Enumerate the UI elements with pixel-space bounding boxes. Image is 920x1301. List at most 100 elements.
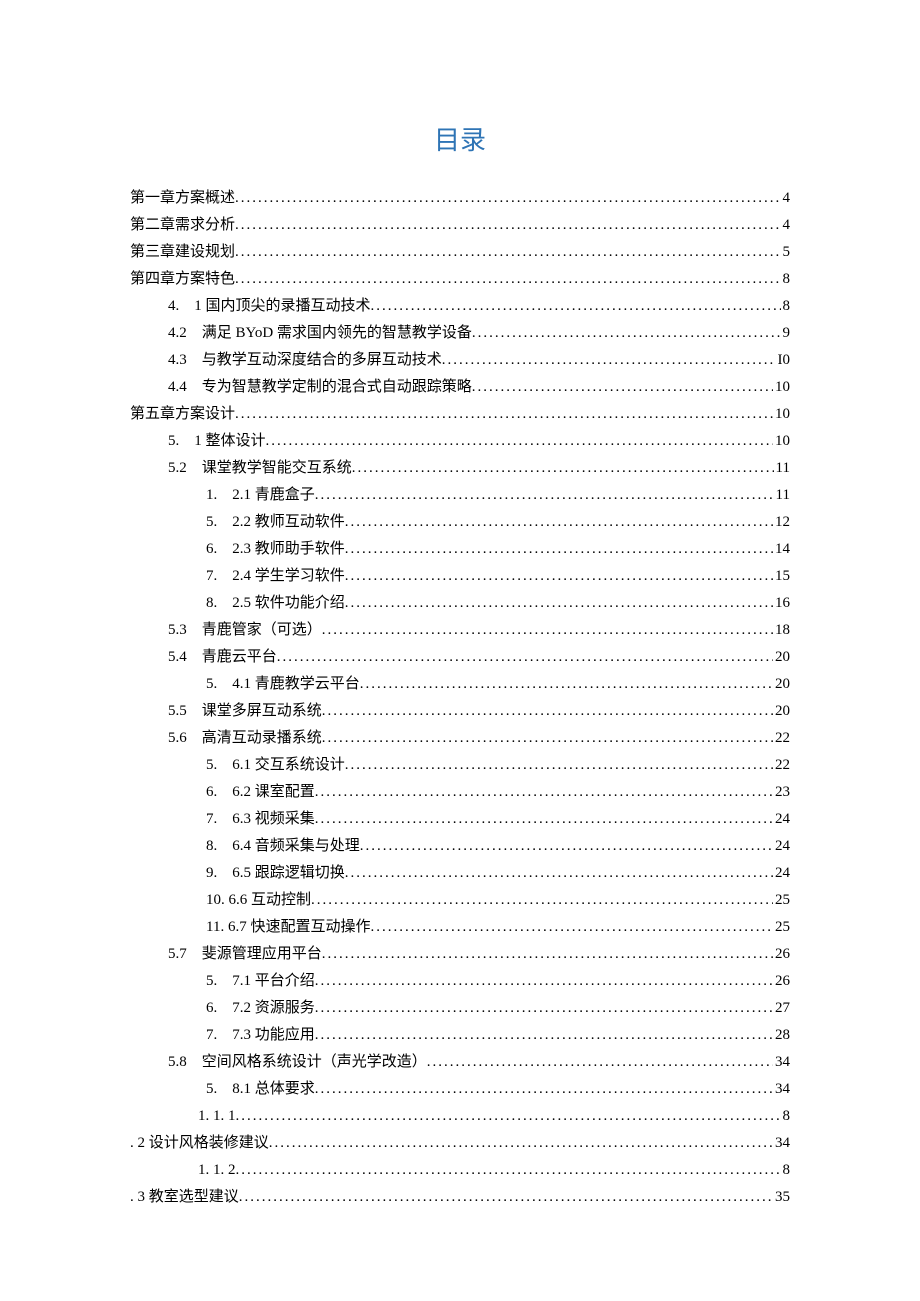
toc-entry-text: 5.3 青鹿管家（可选） [168,617,322,644]
toc-entry: 7. 6.3 视频采集 24 [130,806,790,833]
toc-leader-dots [322,941,773,968]
toc-leader-dots [345,590,773,617]
toc-entry: 8. 6.4 音频采集与处理 24 [130,833,790,860]
toc-leader-dots [269,1130,773,1157]
toc-entry: 5.3 青鹿管家（可选） 18 [130,617,790,644]
toc-entry-page: 26 [773,968,790,995]
toc-entry: 11. 6.7 快速配置互动操作 25 [130,914,790,941]
toc-entry-page: 5 [781,239,791,266]
toc-entry-text: 5.6 高清互动录播系统 [168,725,322,752]
toc-entry-text: . 3 教室选型建议 [130,1184,239,1211]
toc-entry-page: 8 [781,1157,791,1184]
toc-entry-page: 24 [773,860,790,887]
toc-leader-dots [239,1184,773,1211]
toc-entry: . 3 教室选型建议35 [130,1184,790,1211]
toc-leader-dots [322,698,773,725]
page-container: 目录 第一章方案概述 4第二章需求分析 4第三章建设规划 5第四章方案特色 84… [0,120,920,1211]
toc-entry-page: 34 [773,1130,790,1157]
toc-entry: 6. 6.2 课室配置 23 [130,779,790,806]
toc-entry: . 2 设计风格装修建议 34 [130,1130,790,1157]
toc-entry: 1. 2.1 青鹿盒子 11 [130,482,790,509]
toc-entry-text: 4. 1 国内顶尖的录播互动技术 [168,293,371,320]
toc-entry-page: 24 [773,833,790,860]
toc-entry-page: 8 [781,1103,791,1130]
toc-leader-dots [370,914,773,941]
toc-entry-page: 10 [773,401,790,428]
toc-leader-dots [235,401,773,428]
toc-leader-dots [277,644,773,671]
toc-entry: 4.4 专为智慧教学定制的混合式自动跟踪策略 10 [130,374,790,401]
toc-entry-text: 4.4 专为智慧教学定制的混合式自动跟踪策略 [168,374,472,401]
toc-leader-dots [315,482,774,509]
toc-entry-text: 5. 1 整体设计 [168,428,266,455]
toc-entry: 5.6 高清互动录播系统 22 [130,725,790,752]
toc-leader-dots [235,239,780,266]
toc-entry-text: 5.5 课堂多屏互动系统 [168,698,322,725]
toc-entry: 6. 2.3 教师助手软件 14 [130,536,790,563]
toc-entry-page: 26 [773,941,790,968]
toc-leader-dots [345,536,773,563]
toc-entry: 9. 6.5 跟踪逻辑切换 24 [130,860,790,887]
toc-entry-page: 4 [781,212,791,239]
toc-entry-page: 20 [773,698,790,725]
toc-leader-dots [345,860,773,887]
toc-entry: 7. 7.3 功能应用 28 [130,1022,790,1049]
toc-entry-page: 18 [773,617,790,644]
toc-leader-dots [345,563,773,590]
toc-leader-dots [236,1157,781,1184]
toc-entry-page: 11 [774,455,790,482]
toc-entry-text: 5.2 课堂教学智能交互系统 [168,455,352,482]
toc-entry-page: I0 [776,347,791,374]
toc-entry-page: 16 [773,590,790,617]
toc-entry-text: 10. 6.6 互动控制 [206,887,311,914]
toc-entry-text: 5. 7.1 平台介绍 [206,968,315,995]
toc-entry-page: 20 [773,644,790,671]
toc-entry: 5.4 青鹿云平台 20 [130,644,790,671]
toc-entry-text: 6. 2.3 教师助手软件 [206,536,345,563]
toc-entry-text: 第五章方案设计 [130,401,235,428]
toc-leader-dots [322,725,773,752]
toc-entry-text: 第二章需求分析 [130,212,235,239]
toc-leader-dots [352,455,774,482]
toc-leader-dots [472,320,781,347]
toc-entry: 7. 2.4 学生学习软件 15 [130,563,790,590]
toc-leader-dots [315,1076,773,1103]
toc-leader-dots [315,779,773,806]
toc-entry-text: 5. 6.1 交互系统设计 [206,752,345,779]
toc-entry-page: 20 [773,671,790,698]
toc-entry-page: 12 [773,509,790,536]
toc-entry-page: 22 [773,752,790,779]
toc-leader-dots [235,266,780,293]
toc-entry: 第二章需求分析 4 [130,212,790,239]
toc-entry-page: 15 [773,563,790,590]
toc-entry-page: 4 [781,185,791,212]
toc-entry-text: 5. 8.1 总体要求 [206,1076,315,1103]
toc-entry: 4. 1 国内顶尖的录播互动技术 8 [130,293,790,320]
toc-leader-dots [315,968,773,995]
toc-entry-text: 7. 2.4 学生学习软件 [206,563,345,590]
toc-entry-page: 8 [781,293,791,320]
toc-leader-dots [442,347,776,374]
toc-entry-text: 11. 6.7 快速配置互动操作 [206,914,370,941]
toc-entry-page: 25 [773,914,790,941]
toc-entry-text: 第一章方案概述 [130,185,235,212]
toc-entry-page: 10 [773,374,790,401]
toc-entry: 5. 6.1 交互系统设计 22 [130,752,790,779]
toc-entry-text: 第三章建设规划 [130,239,235,266]
toc-entry: 第五章方案设计 10 [130,401,790,428]
toc-entry-text: . 2 设计风格装修建议 [130,1130,269,1157]
toc-entry: 1. 1. 18 [130,1103,790,1130]
toc-entry-page: 22 [773,725,790,752]
toc-entry-page: 34 [773,1076,790,1103]
toc-entry-page: 34 [773,1049,790,1076]
toc-entry-text: 5.4 青鹿云平台 [168,644,277,671]
toc-entry-text: 5. 4.1 青鹿教学云平台 [206,671,360,698]
toc-entry: 8. 2.5 软件功能介绍 16 [130,590,790,617]
toc-entry-text: 4.3 与教学互动深度结合的多屏互动技术 [168,347,442,374]
toc-entry-page: 23 [773,779,790,806]
toc-title: 目录 [130,120,790,157]
toc-entry-page: 27 [773,995,790,1022]
toc-leader-dots [311,887,773,914]
toc-leader-dots [345,509,773,536]
toc-entry: 1. 1. 28 [130,1157,790,1184]
